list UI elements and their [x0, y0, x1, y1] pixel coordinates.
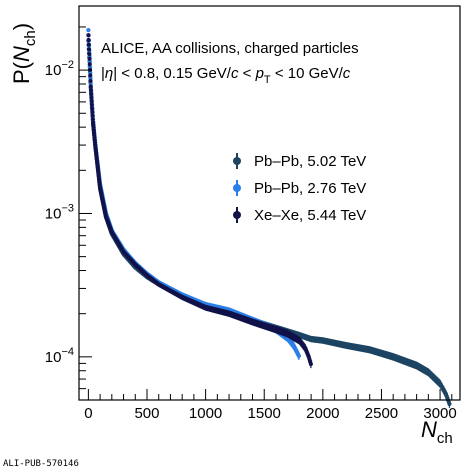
- data-point: [88, 78, 93, 83]
- legend-item-0: Pb–Pb, 5.02 TeV: [233, 153, 366, 170]
- annotation-line-2: |η| < 0.8, 0.15 GeV/c < pT < 10 GeV/c: [101, 65, 351, 86]
- plot-frame-rect: [78, 5, 461, 401]
- plot-frame: [78, 5, 461, 401]
- annotation-line-1: ALICE, AA collisions, charged particles: [101, 40, 359, 57]
- x-tick-label: 0: [84, 405, 92, 422]
- data-point: [90, 106, 95, 111]
- data-point: [88, 87, 94, 93]
- data-point: [87, 51, 92, 57]
- data-point: [89, 98, 94, 103]
- legend-label: Pb–Pb, 2.76 TeV: [254, 180, 366, 197]
- y-tick-label: 10−4: [45, 346, 74, 366]
- data-point: [447, 401, 452, 406]
- data-point: [89, 95, 94, 100]
- data-point: [90, 113, 95, 118]
- data-series-group: [86, 28, 452, 408]
- series-2: [86, 33, 313, 369]
- legend-item-2: Xe–Xe, 5.44 TeV: [233, 207, 366, 224]
- x-tick-label: 2000: [306, 405, 339, 422]
- axis-ticks: 0 500 1000 1500 2000 2500 3000 10−4 10−3 10−2: [45, 26, 457, 422]
- legend-label: Pb–Pb, 5.02 TeV: [254, 153, 366, 170]
- legend-marker: [233, 157, 241, 165]
- legend: Pb–Pb, 5.02 TeV Pb–Pb, 2.76 TeV Xe–Xe, 5.4…: [233, 153, 366, 224]
- data-point: [90, 116, 95, 122]
- y-axis-title: P(Nch): [9, 23, 39, 84]
- data-point: [90, 109, 95, 114]
- x-tick-label: 500: [134, 405, 159, 422]
- data-point: [86, 37, 91, 43]
- data-point: [86, 47, 92, 52]
- data-point: [87, 56, 92, 61]
- x-axis-title: Nch: [421, 417, 453, 447]
- y-tick-label: 10−3: [45, 202, 74, 222]
- x-tick-label: 3000: [423, 405, 456, 422]
- data-point: [296, 353, 302, 359]
- y-tick-label: 10−2: [45, 59, 74, 79]
- data-point: [87, 62, 92, 67]
- data-point: [89, 91, 94, 96]
- x-tick-label: 2500: [365, 405, 398, 422]
- publication-id: ALI-PUB-570146: [3, 459, 79, 469]
- legend-item-1: Pb–Pb, 2.76 TeV: [233, 180, 366, 197]
- data-point: [308, 361, 313, 367]
- legend-label: Xe–Xe, 5.44 TeV: [254, 207, 366, 224]
- data-point: [86, 33, 91, 38]
- legend-marker: [233, 184, 241, 192]
- data-point: [86, 28, 91, 33]
- legend-marker: [233, 211, 241, 219]
- data-point: [89, 102, 94, 107]
- x-tick-label: 1500: [248, 405, 281, 422]
- data-point: [88, 84, 93, 89]
- data-point: [88, 73, 93, 78]
- data-point: [86, 42, 91, 47]
- x-tick-label: 1000: [189, 405, 222, 422]
